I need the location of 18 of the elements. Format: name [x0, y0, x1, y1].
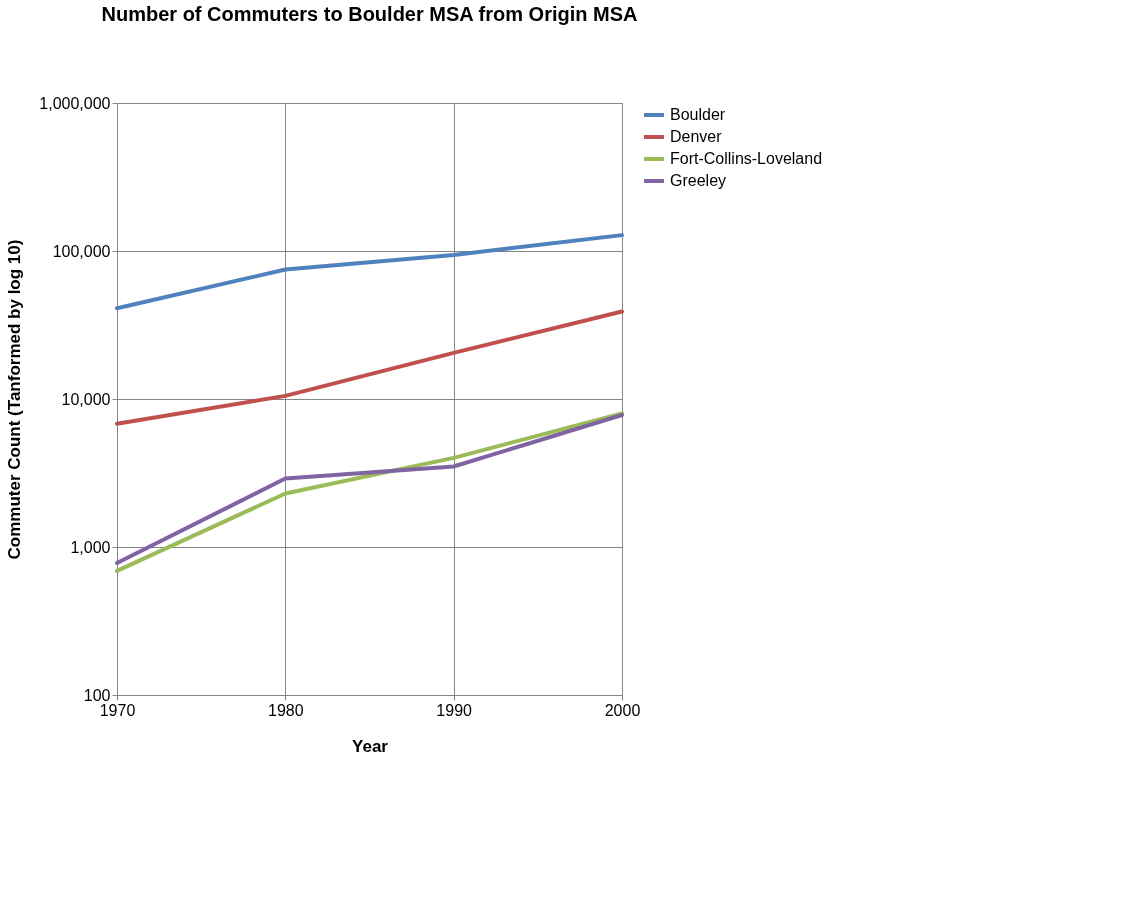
y-tick-label: 1,000 — [70, 538, 111, 556]
y-tick-label: 10,000 — [61, 390, 111, 408]
y-tick-label: 1,000,000 — [39, 94, 111, 112]
x-axis-title: Year — [352, 736, 389, 756]
x-tick-label: 1970 — [99, 701, 136, 719]
x-tick-label: 1990 — [436, 701, 473, 719]
line-series — [115, 309, 624, 426]
y-tick-label: 100,000 — [52, 242, 111, 260]
line-series — [115, 233, 624, 311]
chart-title: Number of Commuters to Boulder MSA from Origin MSA — [101, 3, 638, 25]
legend-label: Boulder — [670, 106, 726, 123]
legend-label: Denver — [670, 128, 723, 145]
y-tick-label: 100 — [83, 686, 111, 704]
legend-label: Greeley — [670, 172, 727, 189]
x-tick-label: 2000 — [604, 701, 641, 719]
y-axis-title: Commuter Count (Tanformed by log 10) — [5, 239, 25, 560]
x-tick-label: 1980 — [268, 701, 304, 719]
legend-label: Fort-Collins-Loveland — [670, 150, 823, 167]
